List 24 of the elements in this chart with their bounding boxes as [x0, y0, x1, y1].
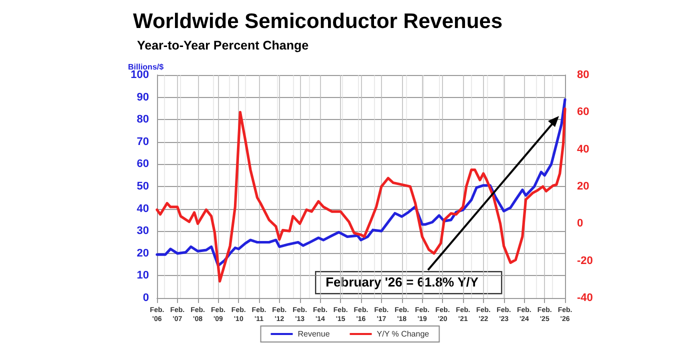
- y-tick-label: 40: [136, 202, 149, 215]
- y-tick-label: 100: [130, 69, 149, 81]
- y-tick-label: 30: [136, 225, 149, 238]
- y2-tick-label: 40: [577, 143, 590, 156]
- y-tick-label: 20: [136, 247, 149, 260]
- y2-tick-label: 80: [577, 69, 590, 81]
- legend-label: Revenue: [298, 330, 330, 338]
- y2-tick-label: -40: [577, 292, 593, 304]
- annotation: February '26 = 61.8% Y/Y: [326, 274, 479, 290]
- y-tick-label: 0: [142, 292, 149, 304]
- y-tick-label: 80: [136, 114, 149, 126]
- y2-tick-label: 20: [577, 180, 590, 192]
- y-tick-label: 90: [136, 91, 149, 104]
- y-tick-label: 60: [136, 158, 149, 170]
- y2-tick-label: 0: [577, 218, 584, 230]
- y2-tick-label: -20: [577, 254, 593, 267]
- y-axis-title: Billions/$: [128, 62, 164, 72]
- chart-title: Worldwide Semiconductor Revenues: [133, 10, 503, 33]
- y-tick-label: 70: [136, 136, 149, 148]
- y2-tick-label: 60: [577, 106, 590, 118]
- chart-subtitle: Year-to-Year Percent Change: [137, 38, 309, 52]
- y-tick-label: 50: [136, 180, 149, 192]
- y-tick-label: 10: [136, 270, 149, 282]
- legend-label: Y/Y % Change: [376, 330, 430, 338]
